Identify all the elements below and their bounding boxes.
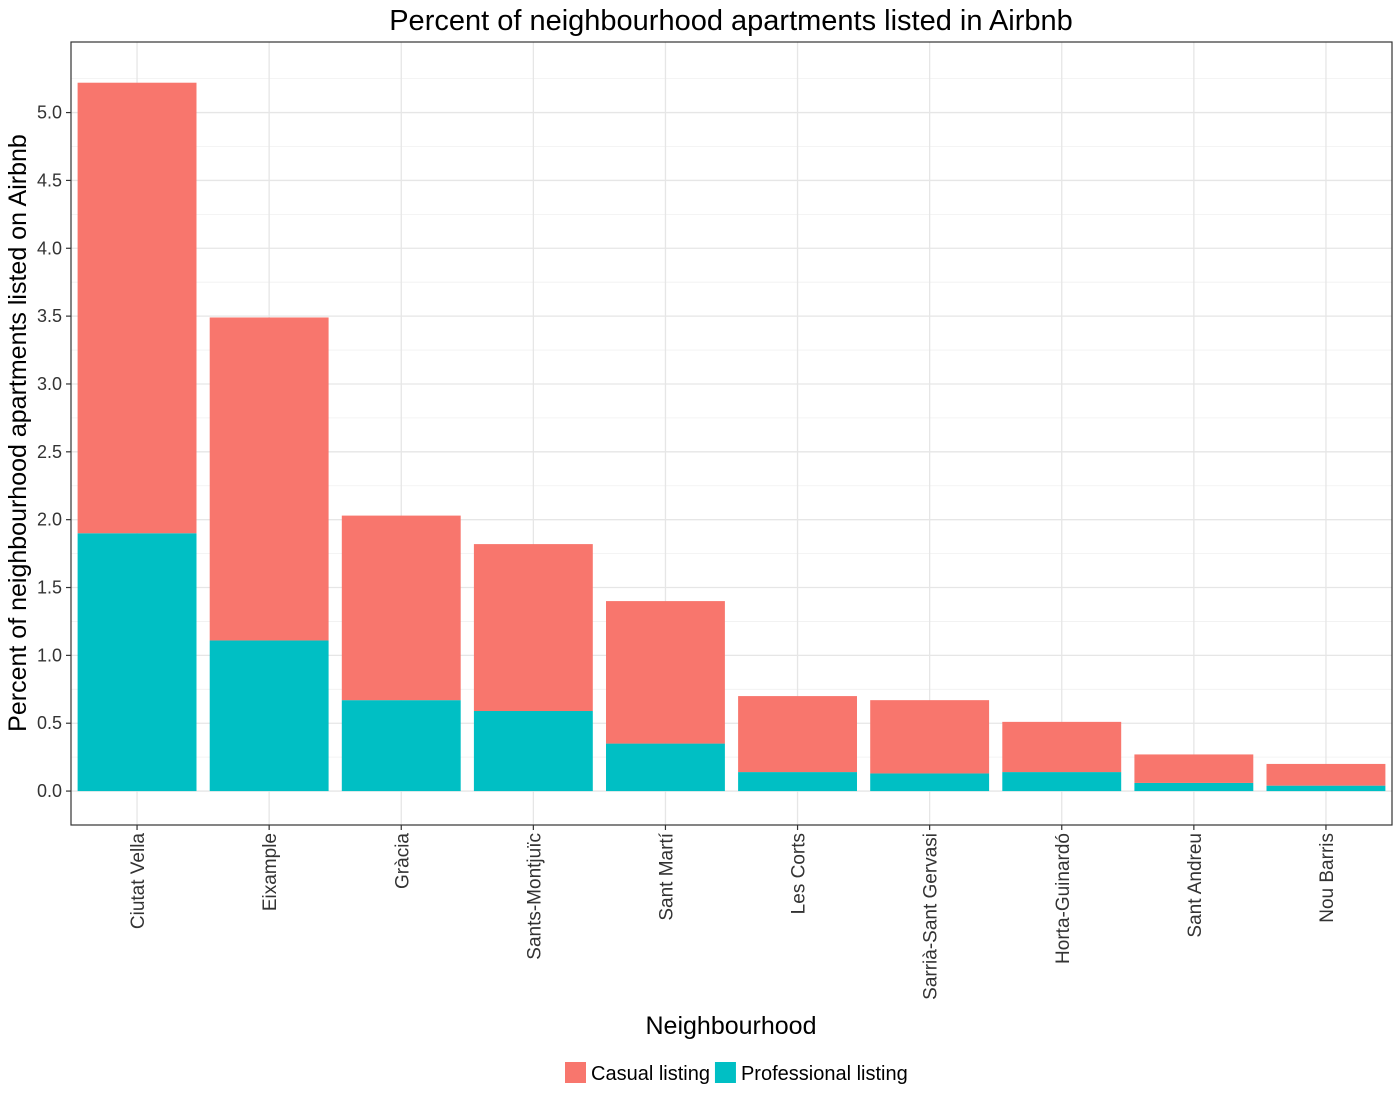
bar-professional-listing [473, 711, 593, 792]
y-tick-label: 0.5 [37, 713, 62, 733]
x-tick-label: Sant Andreu [1185, 833, 1206, 938]
x-tick-label: Gràcia [392, 833, 413, 889]
legend-label-professional-listing: Professional listing [741, 1063, 908, 1085]
bar-casual-listing [473, 544, 593, 712]
y-tick-label: 4.0 [37, 238, 62, 258]
bar-professional-listing [870, 773, 990, 792]
bar-professional-listing [77, 533, 197, 792]
y-tick-label: 1.5 [37, 578, 62, 598]
bar-professional-listing [738, 772, 857, 792]
legend: Casual listing Professional listing [565, 1062, 908, 1085]
bar-professional-listing [1002, 772, 1122, 792]
bar-professional-listing [209, 640, 329, 792]
y-tick-label: 5.0 [37, 103, 62, 123]
x-tick-label: Sants-Montjuïc [524, 833, 545, 960]
x-tick-label: Horta-Guinardó [1053, 833, 1074, 964]
y-axis-title: Percent of neighbourhood apartments list… [4, 134, 32, 732]
bar-casual-listing [1134, 754, 1254, 783]
x-tick-label: Ciutat Vella [128, 833, 149, 930]
bar-casual-listing [209, 317, 329, 641]
y-tick-label: 3.0 [37, 374, 62, 394]
y-tick-label: 4.5 [37, 170, 62, 190]
bar-casual-listing [1002, 721, 1122, 773]
bars [77, 82, 1386, 792]
y-tick-label: 2.5 [37, 442, 62, 462]
x-axis: Ciutat Vella Eixample Gràcia Sants-Montjuïc… [128, 825, 1338, 1000]
bar-casual-listing [341, 515, 461, 701]
x-tick-label: Les Corts [789, 833, 810, 914]
x-tick-label: Sarrià-Sant Gervasi [921, 833, 942, 1000]
bar-casual-listing [870, 700, 990, 774]
bar-casual-listing [606, 601, 725, 744]
bar-casual-listing [1266, 763, 1386, 786]
y-tick-label: 3.5 [37, 306, 62, 326]
bar-professional-listing [1134, 782, 1254, 792]
plot-panel-border [70, 41, 1393, 826]
bar-casual-listing [738, 696, 857, 773]
x-axis-title: Neighbourhood [646, 1012, 817, 1040]
bar-casual-listing [77, 82, 197, 534]
legend-label-casual-listing: Casual listing [591, 1063, 710, 1085]
bar-professional-listing [606, 743, 725, 792]
bar-professional-listing [1266, 785, 1386, 792]
legend-key-casual-listing [565, 1062, 586, 1083]
y-axis: 0.0 0.5 1.0 1.5 2.0 2.5 3.0 3.5 4.0 4.5 5.0 [37, 103, 71, 801]
y-tick-label: 2.0 [37, 510, 62, 530]
x-tick-label: Eixample [260, 833, 281, 911]
bar-professional-listing [341, 700, 461, 792]
chart-title: Percent of neighbourhood apartments list… [389, 5, 1073, 37]
legend-key-professional-listing [714, 1062, 736, 1083]
y-tick-label: 1.0 [37, 645, 62, 665]
x-tick-label: Sant Martí [656, 832, 677, 920]
y-tick-label: 0.0 [37, 781, 62, 801]
x-tick-label: Nou Barris [1317, 833, 1338, 923]
